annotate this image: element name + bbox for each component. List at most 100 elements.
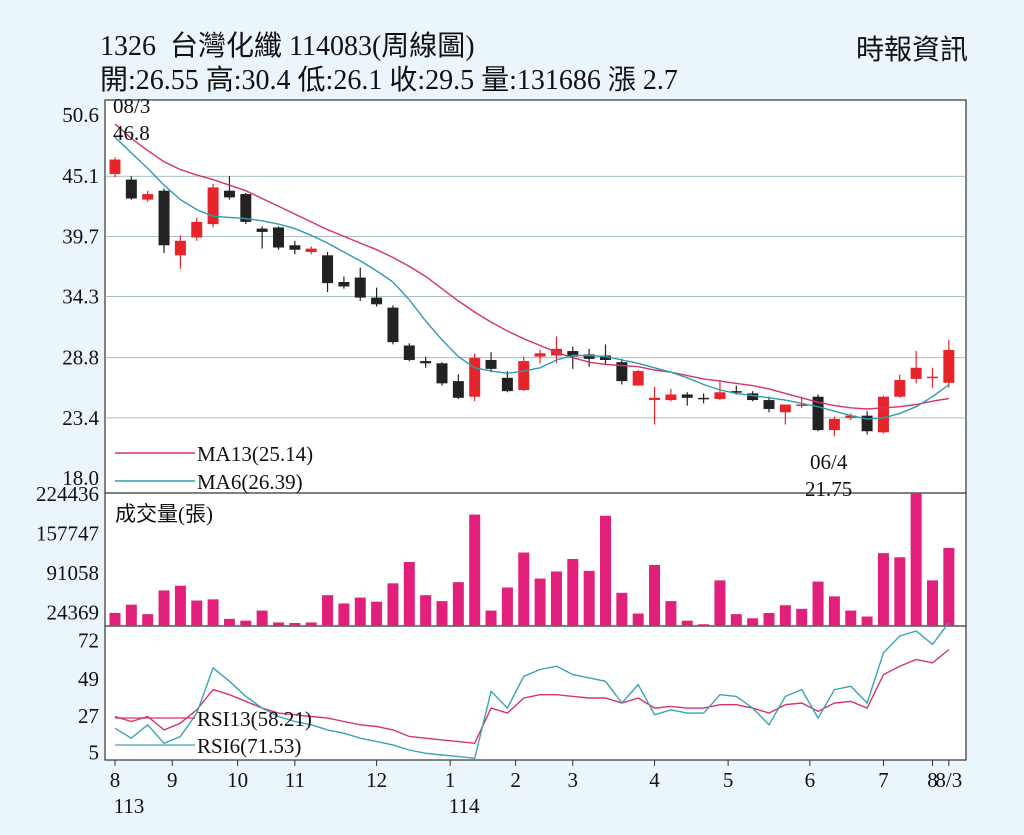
volume-bar bbox=[583, 570, 595, 626]
candle-body bbox=[485, 359, 497, 369]
candle-body bbox=[828, 418, 840, 431]
volume-bar bbox=[534, 578, 546, 626]
ohlc-summary: 開:26.55 高:30.4 低:26.1 收:29.5 量:131686 漲 … bbox=[100, 65, 678, 96]
candle-body bbox=[420, 361, 432, 364]
volume-bar bbox=[910, 493, 922, 626]
candle-body bbox=[714, 392, 726, 399]
x-year-label: 114 bbox=[449, 794, 480, 818]
volume-bar bbox=[305, 622, 317, 626]
candle-body bbox=[273, 227, 284, 248]
volume-bar bbox=[714, 580, 726, 626]
volume-bar bbox=[649, 564, 661, 626]
volume-bar bbox=[109, 612, 121, 626]
candle-body bbox=[387, 307, 399, 343]
rsi-tick-label: 5 bbox=[89, 741, 100, 765]
x-tick-label: 6 bbox=[805, 768, 816, 792]
candle-body bbox=[223, 190, 235, 198]
volume-bar bbox=[861, 616, 873, 626]
low-date-annotation: 06/4 bbox=[810, 450, 848, 474]
candle-body bbox=[698, 397, 710, 400]
volume-bar bbox=[158, 590, 170, 626]
candle-body bbox=[943, 349, 955, 383]
volume-bar bbox=[452, 582, 464, 626]
volume-bar bbox=[779, 605, 791, 626]
volume-bar bbox=[207, 599, 219, 626]
price-tick-label: 18.0 bbox=[62, 466, 99, 490]
candle-body bbox=[322, 255, 334, 284]
candle-body bbox=[518, 361, 530, 391]
volume-bar bbox=[273, 622, 284, 626]
volume-bar bbox=[436, 601, 448, 626]
x-tick-label: 8/3 bbox=[935, 768, 962, 792]
candle-body bbox=[403, 345, 415, 360]
volume-bar bbox=[812, 581, 824, 626]
candle-body bbox=[583, 354, 595, 359]
volume-bar bbox=[943, 547, 955, 626]
volume-bar bbox=[730, 614, 742, 626]
candle-body bbox=[289, 245, 301, 250]
volume-bar bbox=[518, 552, 530, 626]
volume-bar bbox=[191, 600, 203, 626]
x-tick-label: 2 bbox=[510, 768, 521, 792]
high-value-annotation: 46.8 bbox=[113, 121, 150, 145]
candle-body bbox=[567, 351, 579, 357]
price-tick-label: 28.8 bbox=[62, 346, 99, 370]
candle-body bbox=[436, 363, 448, 384]
price-tick-label: 50.6 bbox=[62, 103, 99, 127]
ma6-line bbox=[114, 136, 950, 420]
volume-bar bbox=[632, 613, 644, 626]
volume-bar bbox=[828, 596, 840, 626]
volume-bar bbox=[845, 610, 857, 626]
price-tick-label: 23.4 bbox=[62, 406, 99, 430]
volume-bar bbox=[698, 624, 710, 626]
volume-bar bbox=[501, 587, 513, 626]
candle-body bbox=[191, 221, 203, 238]
volume-bar bbox=[600, 515, 611, 626]
volume-bar bbox=[371, 601, 383, 626]
volume-bar bbox=[796, 608, 808, 626]
candle-body bbox=[927, 376, 938, 379]
x-tick-label: 8 bbox=[927, 768, 938, 792]
rsi13-line bbox=[114, 648, 950, 745]
volume-bar bbox=[469, 514, 481, 626]
high-date-annotation: 08/3 bbox=[113, 94, 150, 118]
x-tick-label: 11 bbox=[285, 768, 305, 792]
x-tick-label: 5 bbox=[723, 768, 734, 792]
candle-body bbox=[894, 380, 906, 397]
date-code: 114083(周線圖) bbox=[289, 31, 475, 62]
volume-bar bbox=[174, 585, 186, 626]
candle-body bbox=[730, 391, 742, 393]
candle-body bbox=[240, 194, 252, 222]
candle-body bbox=[125, 179, 137, 199]
candle-body bbox=[600, 355, 611, 360]
candle-body bbox=[109, 159, 121, 175]
volume-tick-label: 224436 bbox=[36, 482, 99, 506]
candle-body bbox=[812, 396, 824, 431]
price-tick-label: 39.7 bbox=[62, 224, 99, 248]
candle-body bbox=[796, 404, 808, 407]
volume-bar bbox=[240, 620, 252, 626]
volume-bar bbox=[681, 620, 693, 626]
candle-body bbox=[354, 277, 366, 298]
volume-tick-label: 157747 bbox=[36, 522, 99, 546]
ma6-legend-label: MA6(26.39) bbox=[197, 470, 303, 494]
candle-body bbox=[779, 404, 791, 413]
candle-body bbox=[469, 357, 481, 397]
ma13-legend-label: MA13(25.14) bbox=[197, 442, 313, 466]
rsi-tick-label: 72 bbox=[78, 628, 99, 652]
volume-bar bbox=[894, 557, 906, 626]
candle-body bbox=[142, 194, 154, 200]
volume-bar bbox=[665, 601, 677, 626]
candle-body bbox=[256, 228, 268, 232]
low-value-annotation: 21.75 bbox=[805, 477, 852, 501]
x-tick-label: 3 bbox=[568, 768, 579, 792]
price-tick-label: 34.3 bbox=[62, 285, 99, 309]
volume-bar bbox=[142, 614, 154, 626]
candle-body bbox=[452, 381, 464, 398]
x-tick-label: 9 bbox=[167, 768, 178, 792]
volume-bar bbox=[550, 571, 562, 626]
x-tick-label: 10 bbox=[227, 768, 248, 792]
candle-body bbox=[305, 248, 317, 252]
candle-body bbox=[665, 394, 677, 401]
volume-tick-label: 24369 bbox=[47, 601, 100, 625]
